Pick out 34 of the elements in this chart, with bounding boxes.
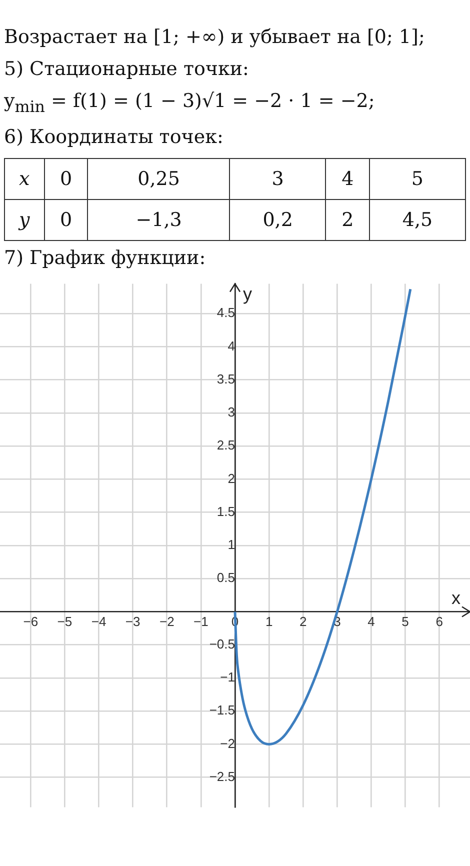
y-tick-label: 2.5: [216, 437, 235, 452]
y-tick-label: 0.5: [216, 570, 235, 585]
y-tick-label: −0.5: [209, 636, 235, 652]
x-tick-label: −5: [57, 614, 72, 629]
y-tick-label: 2: [228, 470, 235, 486]
y-tick-label: −1.5: [209, 702, 235, 718]
text: 5) Стационарные точки:: [4, 58, 250, 80]
x-tick-label: −4: [91, 614, 106, 629]
text: y$_{min}$ = f(1) = (1 − 3)√1 = −2 · 1 = −2;: [4, 90, 376, 116]
x-tick-label: −2: [159, 614, 174, 629]
chart-title: 7) График функции:: [3, 246, 207, 271]
y-tick-label: 1: [228, 536, 235, 552]
text: 6) Координаты точек:: [4, 126, 224, 148]
x-tick-label: 1: [265, 614, 273, 629]
x-tick-label: 4: [368, 614, 375, 629]
y-tick-label: 1.5: [216, 504, 235, 519]
x-tick-label: 2: [300, 614, 307, 629]
text: y 0 −1,3 0,2 2 4,5: [18, 208, 433, 231]
x-tick-label: 5: [402, 614, 409, 629]
y-tick-label: 3.5: [216, 371, 235, 386]
x-tick-label: −1: [194, 614, 208, 629]
x-tick-label: 6: [436, 614, 443, 629]
x-axis-title: x: [452, 588, 460, 608]
text: Возрастает на [1; +∞) и убывает на [0; 1];: [4, 26, 426, 48]
y-tick-label: 4.5: [216, 304, 235, 320]
y-axis-title: y: [243, 284, 252, 304]
y-tick-label: −1: [220, 669, 235, 684]
x-tick-label: −3: [125, 614, 140, 629]
y-tick-label: −2.5: [209, 768, 235, 784]
y-tick-label: 3: [228, 404, 235, 420]
y-tick-label: −2: [220, 736, 235, 751]
text: x 0 0,25 3 4 5: [18, 168, 424, 190]
x-tick-label: −6: [23, 614, 38, 629]
line-series: [234, 288, 412, 746]
